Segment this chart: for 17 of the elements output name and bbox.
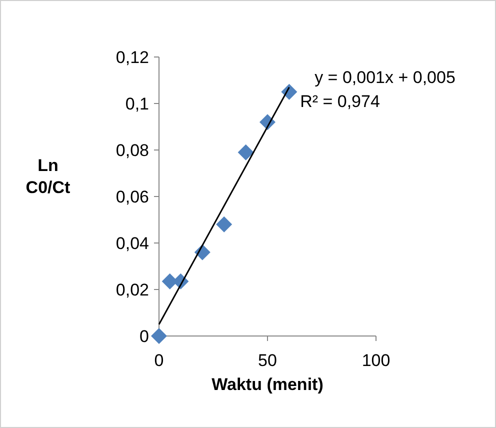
y-tick-label: 0,04 [116, 234, 149, 253]
x-tick-label: 50 [258, 351, 277, 370]
x-tick-label: 0 [154, 351, 164, 370]
annotation: y = 0,001x + 0,005 [314, 68, 456, 87]
y-axis-title: Ln C0/Ct [26, 156, 71, 197]
y-tick-label: 0,1 [125, 94, 149, 114]
x-tick-label: 100 [362, 351, 390, 370]
point [238, 144, 254, 160]
y-tick-label: 0,02 [116, 280, 149, 300]
annotation: R² = 0,974 [300, 92, 380, 111]
x-axis-title: Waktu (menit) [212, 375, 324, 394]
point [216, 216, 232, 232]
y-tick-label: 0,06 [116, 187, 149, 206]
point [151, 328, 167, 344]
y-tick-label: 0,12 [116, 48, 149, 67]
y-tick-label: 0,08 [116, 140, 149, 160]
y-tick-label: 0 [140, 326, 149, 346]
